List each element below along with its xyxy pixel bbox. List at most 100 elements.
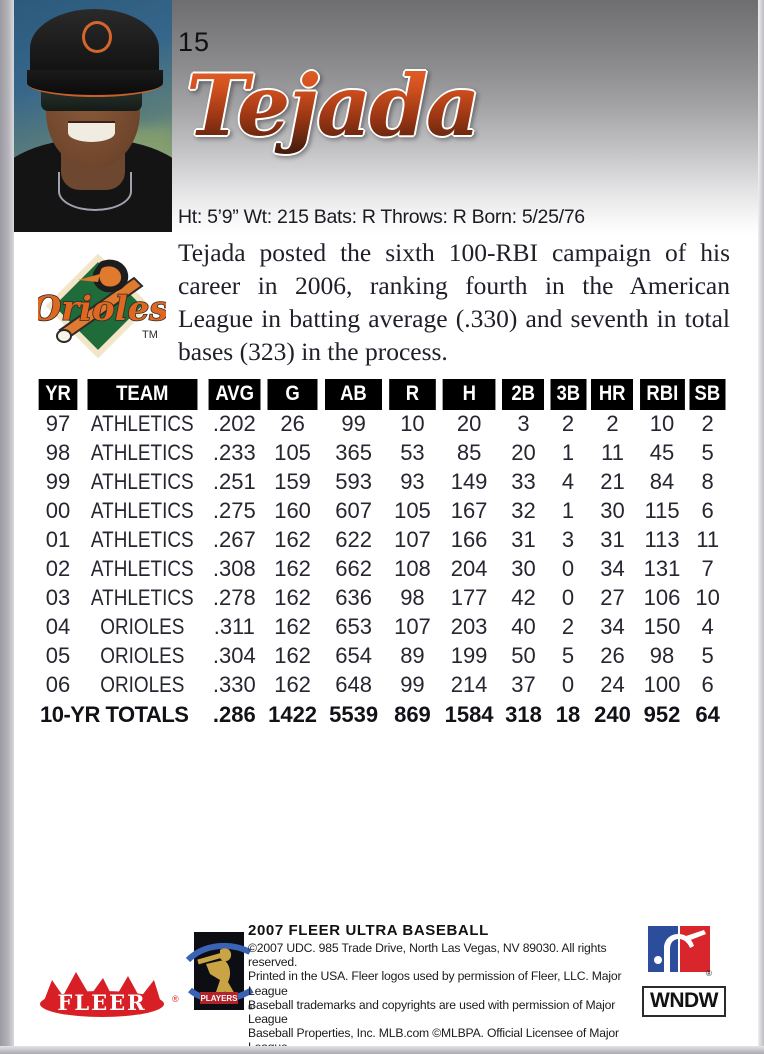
stats-cell-2b: 32	[511, 498, 536, 524]
stats-row: 99 ATHLETICS .251 159 593 93 149 33 4 21 84 8	[36, 468, 728, 497]
stats-cell-ab: 622	[335, 527, 372, 553]
mlb-registered-mark: ®	[706, 969, 712, 978]
stats-cell-r: 53	[400, 440, 425, 466]
stats-cell-sb: 10	[695, 585, 720, 611]
print-code: WNDW	[642, 986, 726, 1017]
stats-cell-yr: 97	[45, 411, 71, 437]
stats-cell-h: 149	[450, 469, 488, 495]
stats-cell-3b: 1	[561, 498, 575, 524]
stats-cell-avg: .278	[212, 585, 256, 611]
stats-cell-g: 162	[274, 556, 311, 582]
stats-cell-hr: 2	[606, 411, 619, 437]
orioles-logo: Orioles TM	[38, 253, 166, 359]
stats-cell-sb: 6	[701, 672, 714, 698]
stats-col-team: TEAM	[87, 379, 198, 410]
stats-cell-ab: 593	[335, 469, 372, 495]
stats-totals-row: 10-YR TOTALS .286 1422 5539 869 1584 318 18 240 9…	[36, 700, 728, 730]
stats-cell-avg: .233	[212, 440, 256, 466]
orioles-logo-text: Orioles	[38, 289, 166, 329]
stats-cell-rbi: 100	[643, 672, 681, 698]
stats-cell-2b: 30	[511, 556, 536, 582]
stats-cell-sb: 6	[701, 498, 714, 524]
stats-cell-avg: .330	[212, 672, 256, 698]
stats-row: 97 ATHLETICS .202 26 99 10 20 3 2 2 10 2	[36, 410, 728, 439]
stats-cell-r: 10	[400, 411, 425, 437]
stats-col-2b: 2B	[502, 379, 545, 410]
stats-cell-3b: 3	[561, 527, 575, 553]
stats-cell-r: 99	[400, 672, 425, 698]
stats-cell-avg: .267	[212, 527, 256, 553]
fleer-logo-text: FLEER	[57, 990, 146, 1015]
stats-cell-hr: 26	[600, 643, 625, 669]
fleer-registered-mark: ®	[172, 994, 179, 1004]
stats-cell-3b: 0	[561, 585, 575, 611]
stats-cell-rbi: 10	[649, 411, 675, 437]
stats-cell-g: 160	[274, 498, 311, 524]
stats-cell-avg: .202	[212, 411, 256, 437]
stats-cell-ab: 365	[335, 440, 372, 466]
stats-cell-avg: .311	[213, 614, 255, 640]
stats-totals-r: 869	[394, 702, 431, 727]
stats-col-sb: SB	[689, 379, 726, 410]
stats-cell-yr: 03	[45, 585, 71, 611]
stats-cell-team: ATHLETICS	[91, 527, 194, 553]
stats-cell-team: ATHLETICS	[91, 440, 194, 466]
player-photo	[14, 0, 172, 232]
stats-totals-rbi: 952	[643, 702, 681, 727]
stats-cell-team: ATHLETICS	[91, 556, 194, 582]
stats-row: 04 ORIOLES .311 162 653 107 203 40 2 34 150 4	[36, 613, 728, 642]
stats-row: 98 ATHLETICS .233 105 365 53 85 20 1 11 45 5	[36, 439, 728, 468]
stats-cell-r: 89	[400, 643, 425, 669]
stats-cell-h: 166	[450, 527, 488, 553]
stats-cell-hr: 31	[600, 527, 625, 553]
stats-cell-3b: 4	[561, 469, 575, 495]
stats-cell-2b: 20	[511, 440, 536, 466]
stats-cell-yr: 05	[45, 643, 71, 669]
stats-cell-2b: 37	[511, 672, 536, 698]
stats-cell-yr: 99	[45, 469, 71, 495]
stats-cell-rbi: 84	[649, 469, 675, 495]
career-stats-table: YR TEAM AVG G AB R H 2B 3B HR RBI SB 97 A…	[36, 379, 728, 730]
stats-cell-3b: 1	[561, 440, 575, 466]
stats-cell-r: 107	[394, 614, 431, 640]
stats-cell-hr: 24	[600, 672, 625, 698]
stats-cell-ab: 653	[335, 614, 372, 640]
brand-title: 2007 FLEER ULTRA BASEBALL	[248, 922, 489, 939]
stats-cell-g: 159	[274, 469, 311, 495]
legal-line: Baseball trademarks and copyrights are u…	[248, 997, 616, 1027]
legal-line: ©2007 UDC. 985 Trade Drive, North Las Ve…	[248, 941, 607, 970]
stats-cell-g: 162	[274, 614, 311, 640]
stats-row: 01 ATHLETICS .267 162 622 107 166 31 3 31 113 11	[36, 526, 728, 555]
stats-col-g: G	[267, 379, 318, 410]
stats-cell-2b: 42	[511, 585, 536, 611]
stats-cell-rbi: 98	[649, 643, 675, 669]
stats-cell-r: 108	[394, 556, 431, 582]
stats-cell-ab: 654	[335, 643, 372, 669]
cap-oriole-o-icon	[81, 20, 112, 53]
stats-cell-hr: 34	[600, 556, 625, 582]
stats-cell-2b: 50	[511, 643, 536, 669]
stats-cell-ab: 648	[335, 672, 372, 698]
stats-cell-3b: 2	[561, 614, 575, 640]
stats-col-yr: YR	[38, 379, 78, 410]
player-bio: Tejada posted the sixth 100-RBI campaign…	[178, 238, 730, 366]
stats-col-h: H	[442, 379, 496, 410]
stats-cell-hr: 27	[600, 585, 625, 611]
stats-cell-2b: 31	[511, 527, 536, 553]
stats-row: 03 ATHLETICS .278 162 636 98 177 42 0 27 106 10	[36, 584, 728, 613]
stats-totals-label: 10-YR TOTALS	[40, 702, 189, 727]
stats-cell-yr: 00	[45, 498, 71, 524]
stats-cell-rbi: 131	[643, 556, 681, 582]
stats-cell-team: ORIOLES	[100, 672, 185, 698]
stats-totals-avg: .286	[212, 702, 256, 727]
stats-cell-sb: 2	[701, 411, 714, 437]
stats-cell-2b: 40	[511, 614, 536, 640]
stats-cell-ab: 636	[335, 585, 372, 611]
player-vitals: Ht: 5’9” Wt: 215 Bats: R Throws: R Born:…	[178, 206, 585, 228]
stats-cell-h: 20	[456, 411, 482, 437]
stats-cell-rbi: 115	[644, 498, 680, 524]
stats-cell-g: 105	[274, 440, 311, 466]
card-footer: FLEER ® PLAYERS ® 2007 FLEER ULTRA BASEB…	[0, 920, 764, 1054]
stats-cell-yr: 04	[45, 614, 71, 640]
